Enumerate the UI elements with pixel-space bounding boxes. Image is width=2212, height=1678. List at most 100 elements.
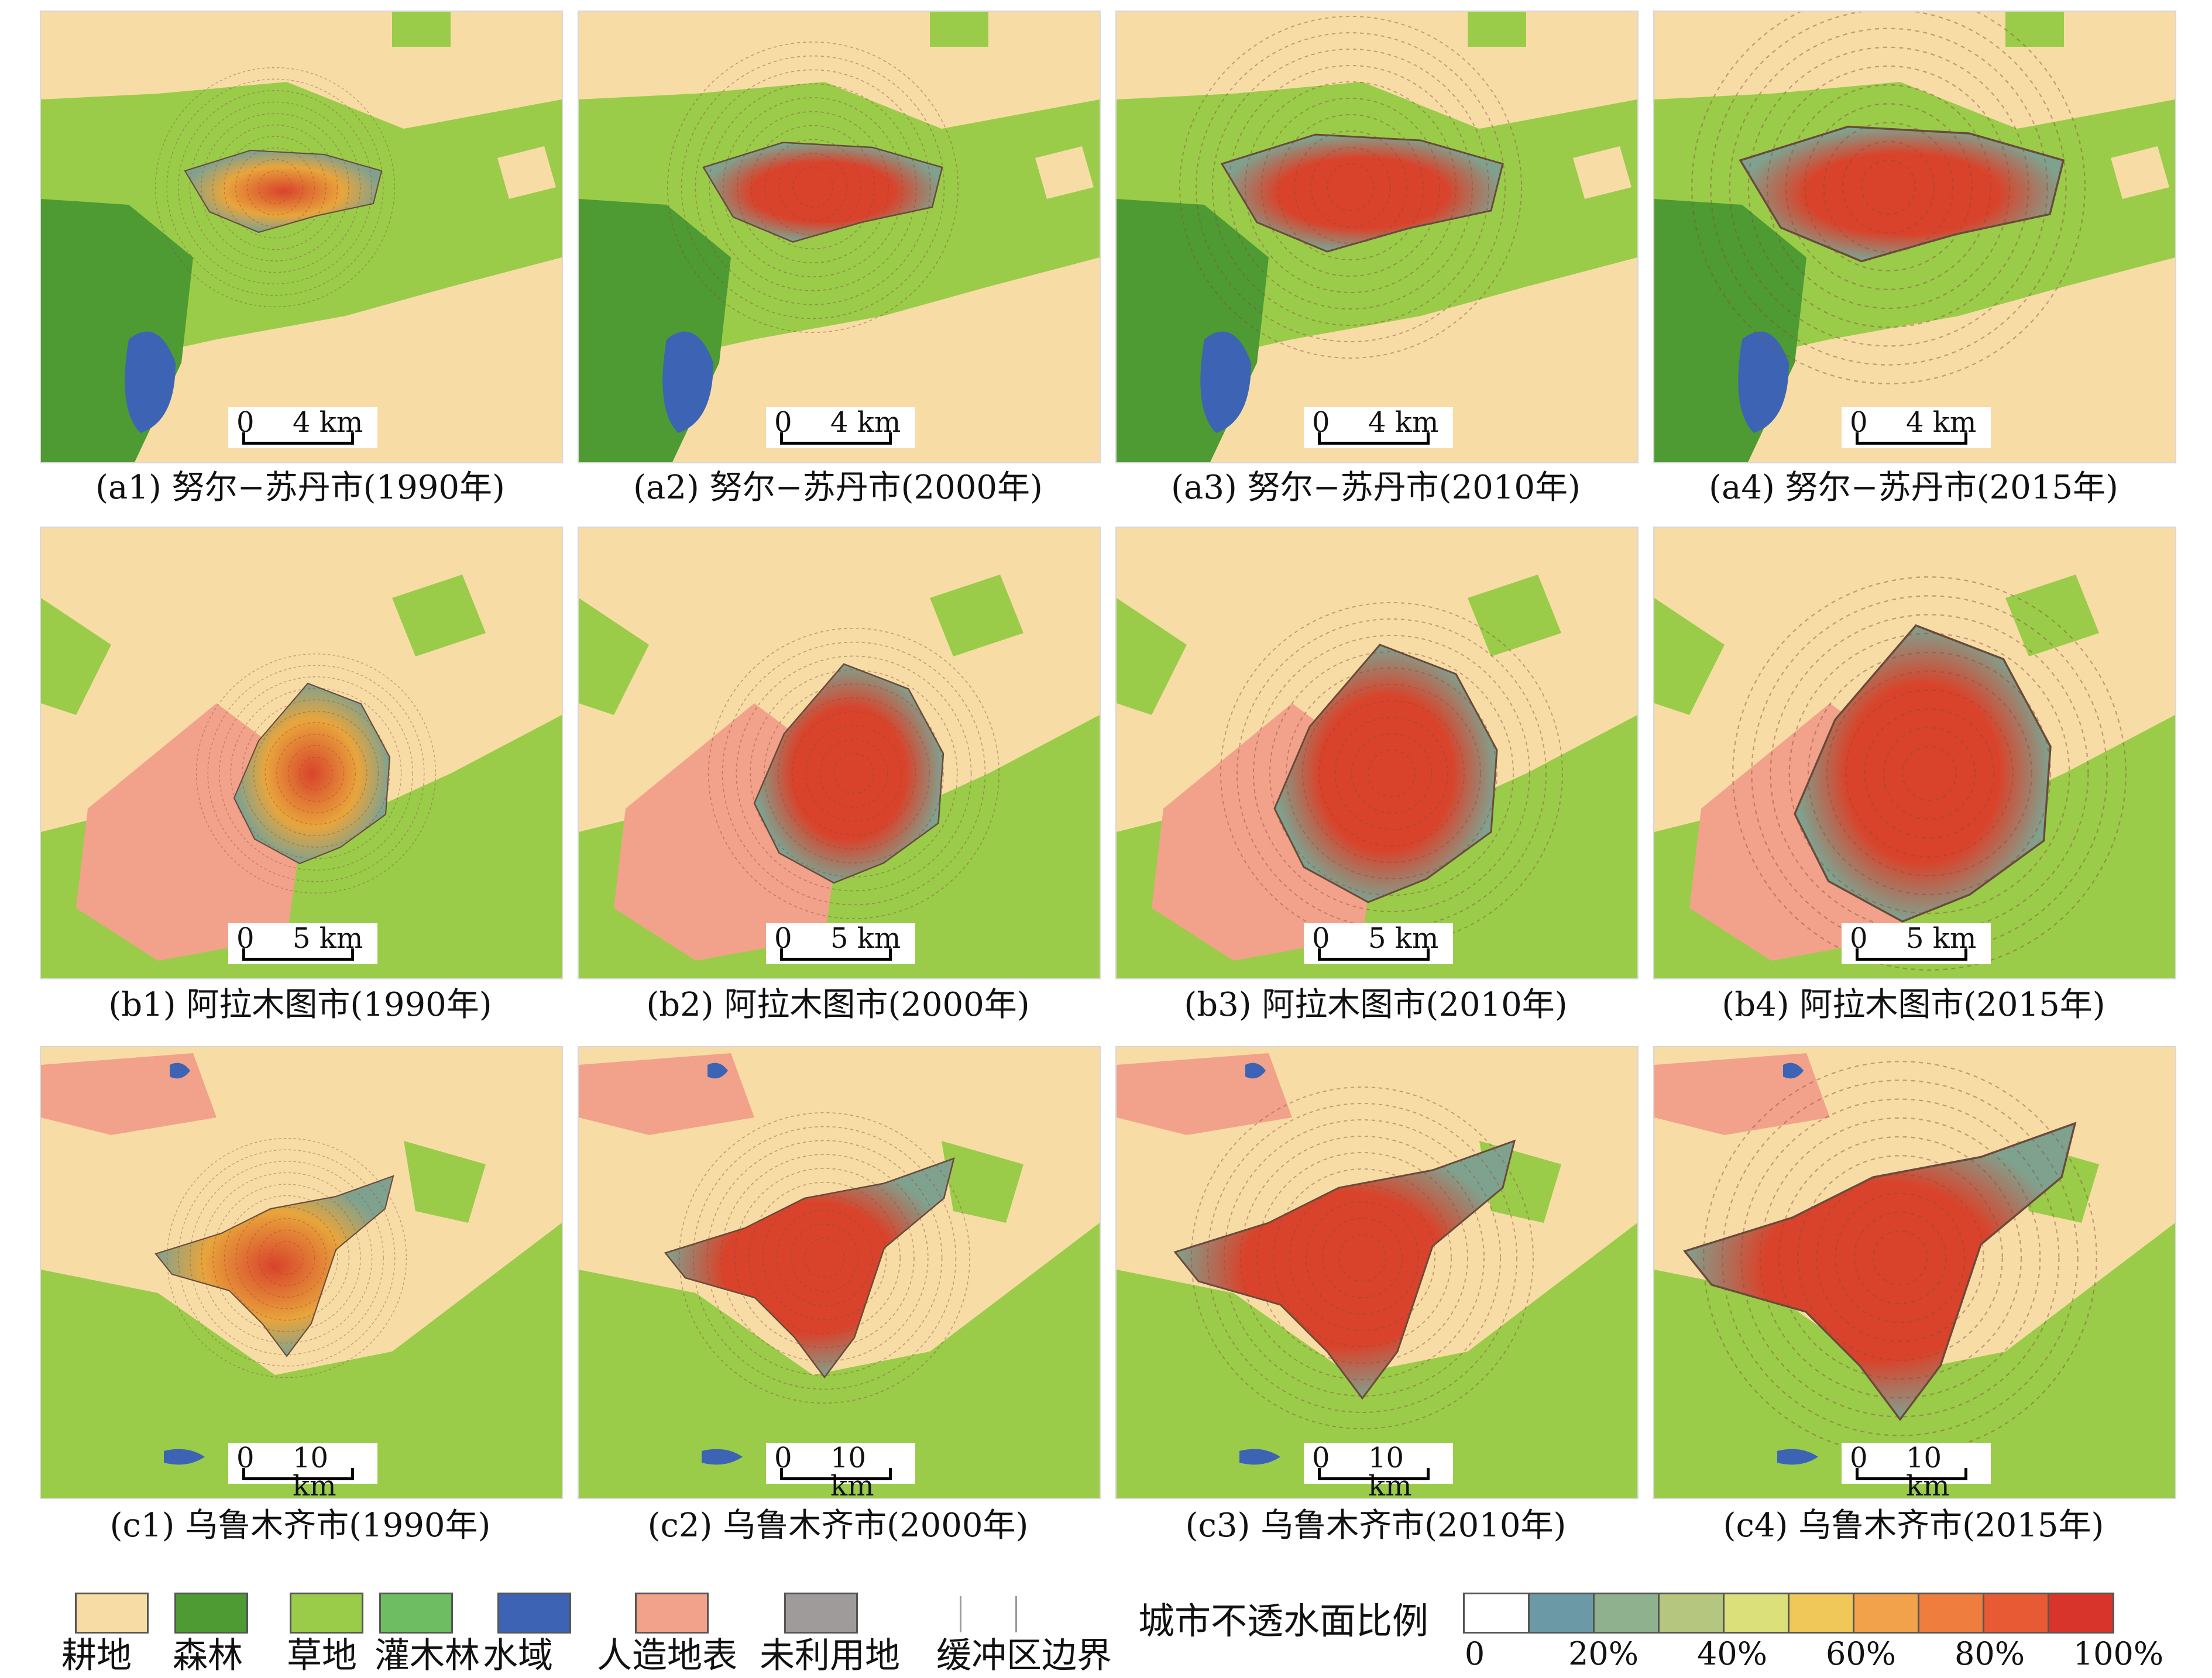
color-ramp-cell bbox=[1465, 1594, 1530, 1632]
land-cover-map bbox=[1654, 1047, 2175, 1498]
land-cover-map bbox=[41, 12, 562, 462]
scale-bar-line bbox=[1318, 948, 1430, 961]
scale-bar-line bbox=[1856, 948, 1967, 961]
land-cover-map bbox=[579, 12, 1100, 462]
urban-impervious-area bbox=[1683, 1122, 2077, 1421]
grassland-patch bbox=[392, 12, 451, 47]
color-ramp-cell bbox=[1789, 1594, 1854, 1632]
buffer-ring bbox=[790, 1223, 859, 1292]
buffer-ring bbox=[1294, 130, 1407, 244]
grassland-patch bbox=[930, 575, 1023, 656]
color-ramp-cell bbox=[1530, 1594, 1595, 1632]
urban-impervious-area bbox=[184, 149, 383, 233]
buffer-ring bbox=[1816, 1174, 1984, 1342]
map-panel-b3: 0 5 km bbox=[1115, 527, 1639, 979]
scale-distance-label: 10 km bbox=[293, 1442, 336, 1499]
panel-caption: (c4) 乌鲁木齐市(2015年) bbox=[1723, 1507, 2104, 1545]
buffer-ring bbox=[1860, 159, 1916, 215]
scale-zero-label: 0 bbox=[774, 1442, 792, 1474]
buffer-ring bbox=[1240, 1136, 1485, 1380]
legend-label-buffer: 缓冲区边界 bbox=[936, 1635, 1112, 1676]
buffer-ring bbox=[219, 676, 413, 871]
buffer-ring bbox=[1236, 618, 1547, 929]
buffer-ring bbox=[242, 699, 390, 848]
scale-bar-line bbox=[780, 1468, 892, 1480]
buffer-ring bbox=[195, 653, 437, 894]
buffer-ring bbox=[764, 683, 944, 864]
panel-caption: (a2) 努尔−苏丹市(2000年) bbox=[633, 469, 1043, 507]
buffer-ring bbox=[1778, 1136, 2022, 1380]
scale-bar-line bbox=[1318, 1468, 1430, 1480]
scale-bar: 0 10 km bbox=[766, 1442, 915, 1498]
buffer-ring bbox=[1842, 140, 1935, 234]
scale-bar-line bbox=[1856, 1468, 1967, 1480]
buffer-ring bbox=[1710, 12, 2067, 366]
buffer-ring bbox=[189, 101, 361, 273]
buffer-ring bbox=[736, 111, 889, 264]
land-cover-map bbox=[579, 1047, 1100, 1498]
map-panel-c4: 0 10 km bbox=[1653, 1046, 2176, 1499]
buffer-ring bbox=[1883, 727, 1976, 820]
buffer-ring bbox=[154, 67, 396, 308]
buffer-ring bbox=[1797, 1155, 2003, 1361]
buffer-line bbox=[1015, 1596, 1017, 1632]
buffer-ring bbox=[1788, 632, 2070, 914]
grassland-patch bbox=[942, 1141, 1023, 1223]
buffer-ring bbox=[1179, 16, 1522, 359]
urban-impervious-area bbox=[702, 142, 943, 243]
scale-bar: 0 5 km bbox=[228, 923, 377, 964]
buffer-ring bbox=[235, 1206, 338, 1309]
buffer-ring bbox=[258, 1229, 315, 1287]
scale-bar-line bbox=[1318, 432, 1430, 445]
legend-swatch bbox=[379, 1593, 453, 1634]
buffer-ring bbox=[235, 147, 315, 227]
map-panel-a3: 0 4 km bbox=[1115, 11, 1639, 463]
buffer-ring bbox=[764, 139, 861, 236]
scale-bar: 0 4 km bbox=[228, 407, 377, 448]
urban-impervious-area bbox=[664, 1157, 955, 1379]
color-ramp-cell bbox=[1725, 1594, 1789, 1632]
buffer-ring bbox=[1853, 1211, 1947, 1305]
lake bbox=[1777, 1449, 1818, 1465]
buffer-ring bbox=[678, 1112, 971, 1404]
buffer-ring bbox=[1322, 1218, 1403, 1298]
panel-caption: (b2) 阿拉木图市(2000年) bbox=[646, 986, 1030, 1024]
scale-distance-label: 4 km bbox=[1368, 406, 1439, 439]
buffer-ring bbox=[1835, 1192, 1966, 1323]
urban-impervious-area bbox=[1173, 1139, 1516, 1400]
scale-bar-line bbox=[242, 948, 354, 961]
map-panel-c1: 0 10 km bbox=[40, 1046, 563, 1499]
scale-distance-label: 10 km bbox=[1368, 1442, 1412, 1499]
buffer-ring bbox=[1740, 1098, 2060, 1418]
panel-caption: (a4) 努尔−苏丹市(2015年) bbox=[1709, 469, 2118, 507]
urban-impervious-area bbox=[233, 682, 391, 865]
legend-label: 草地 bbox=[287, 1635, 357, 1676]
legend-swatch bbox=[784, 1593, 858, 1634]
scale-distance-label: 5 km bbox=[293, 922, 363, 955]
buffer-ring bbox=[1273, 1168, 1452, 1347]
buffer-ring bbox=[1327, 163, 1375, 211]
ramp-tick-label: 80% bbox=[1954, 1635, 2025, 1672]
grassland-patch bbox=[404, 1141, 486, 1223]
buffer-ring bbox=[212, 124, 338, 250]
buffer-ring bbox=[1302, 684, 1481, 863]
buffer-ring bbox=[212, 1184, 361, 1332]
buffer-ring bbox=[720, 1154, 929, 1362]
buffer-ring bbox=[1823, 122, 1954, 253]
color-ramp-cell bbox=[1595, 1594, 1660, 1632]
scale-bar-line bbox=[1856, 432, 1967, 445]
land-cover-map bbox=[1117, 12, 1637, 462]
buffer-ring bbox=[722, 641, 986, 906]
buffer-ring bbox=[276, 734, 356, 813]
scale-bar-line bbox=[242, 432, 354, 445]
buffer-ring bbox=[1335, 717, 1448, 830]
color-ramp-cell bbox=[1919, 1594, 1984, 1632]
color-ramp-cell bbox=[1984, 1594, 2049, 1632]
ramp-tick-label: 40% bbox=[1696, 1635, 1768, 1672]
cropland-patch bbox=[1035, 146, 1094, 199]
cropland-patch bbox=[2111, 146, 2169, 199]
lake bbox=[1200, 331, 1251, 433]
buffer-ring bbox=[723, 97, 903, 277]
buffer-ring bbox=[709, 83, 917, 291]
buffer-ring bbox=[1228, 65, 1473, 310]
